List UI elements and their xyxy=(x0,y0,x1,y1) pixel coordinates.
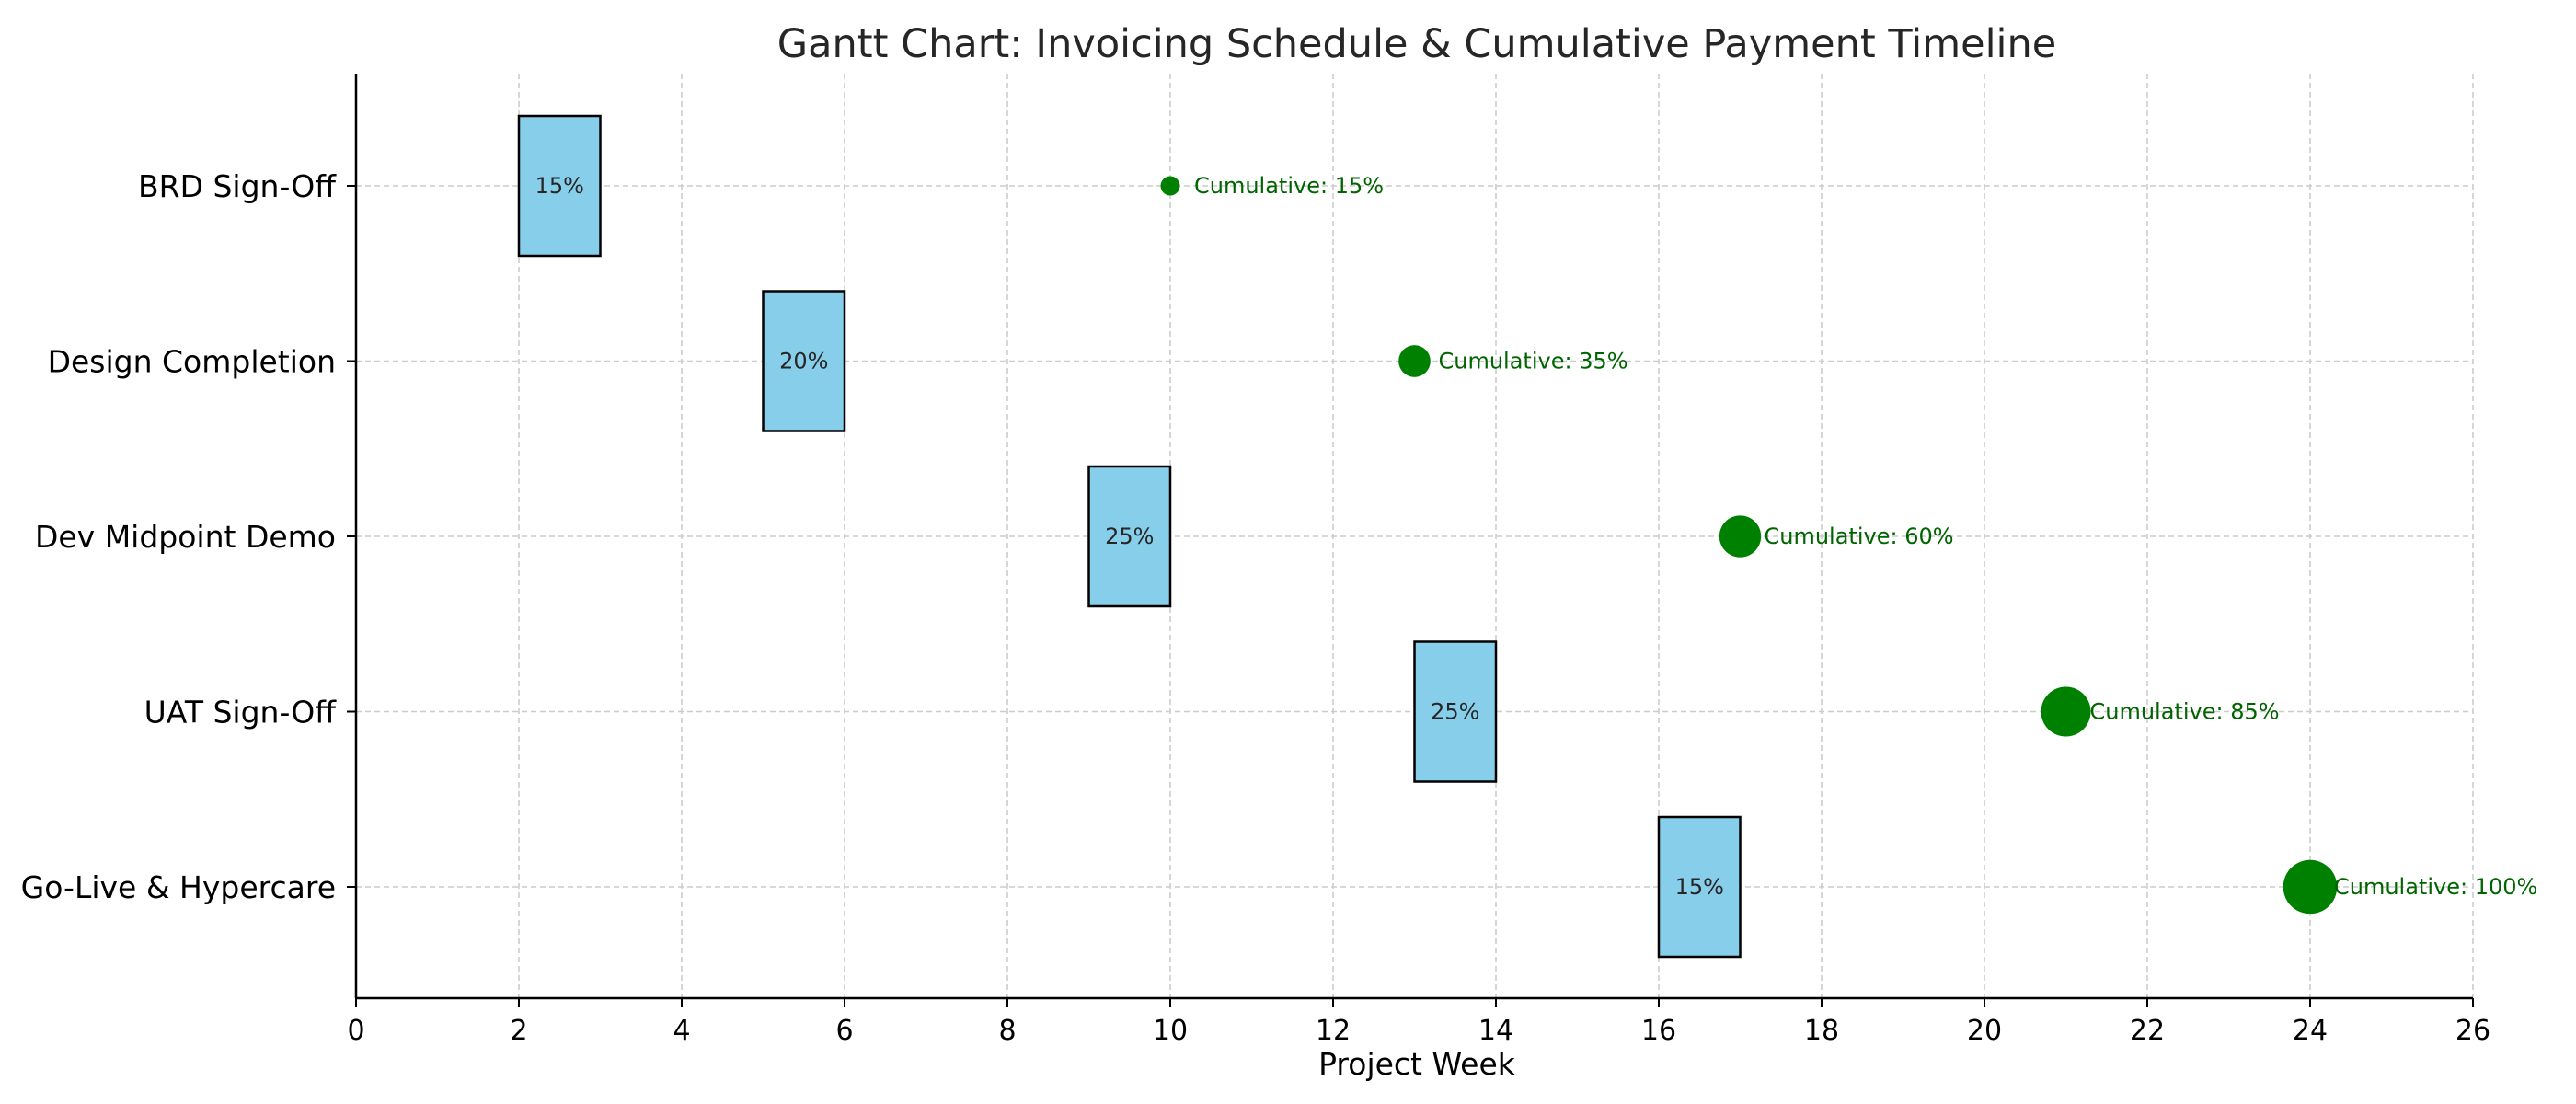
x-tick-label: 4 xyxy=(673,1015,690,1047)
cumulative-label: Cumulative: 35% xyxy=(1439,349,1628,374)
y-tick-label: Design Completion xyxy=(48,344,336,380)
y-tick-label: Go-Live & Hypercare xyxy=(21,869,336,905)
cumulative-label: Cumulative: 85% xyxy=(2090,699,2280,725)
cumulative-bubble xyxy=(1719,515,1762,558)
cumulative-label: Cumulative: 60% xyxy=(1765,523,1954,549)
gantt-bar xyxy=(1413,640,1498,783)
bars-layer: 15% 20% 25% 25% 15% xyxy=(517,114,1742,959)
x-tick-label: 16 xyxy=(1641,1015,1676,1047)
x-tick-label: 14 xyxy=(1478,1015,1513,1047)
cumulative-label: Cumulative: 15% xyxy=(1194,173,1384,199)
chart-title: Gantt Chart: Invoicing Schedule & Cumula… xyxy=(777,21,2056,67)
cumulative-bubble xyxy=(1398,345,1431,377)
cumulative-bubble xyxy=(2283,859,2338,914)
x-tick-label: 0 xyxy=(347,1015,364,1047)
bar-percent-label: 20% xyxy=(779,349,828,374)
bar-percent-label: 15% xyxy=(535,173,584,199)
x-tick-label: 2 xyxy=(510,1015,527,1047)
cumulative-label: Cumulative: 100% xyxy=(2334,874,2537,900)
gantt-bar xyxy=(1657,815,1742,959)
x-tick-label: 8 xyxy=(998,1015,1016,1047)
x-tick-label: 18 xyxy=(1804,1015,1839,1047)
gantt-bar xyxy=(517,114,602,258)
x-axis-label: Project Week xyxy=(1318,1046,1516,1082)
cumulative-bubble xyxy=(2041,686,2091,737)
cumulative-bubble xyxy=(1160,176,1180,196)
y-tick-label: UAT Sign-Off xyxy=(144,695,338,730)
bubbles-layer: Cumulative: 15% Cumulative: 35% Cumulative… xyxy=(1160,173,2537,914)
x-tick-label: 12 xyxy=(1316,1015,1351,1047)
x-tick-label: 10 xyxy=(1153,1015,1188,1047)
x-tick-label: 20 xyxy=(1967,1015,2002,1047)
y-tick-label: Dev Midpoint Demo xyxy=(35,519,336,555)
gantt-bar xyxy=(762,290,846,432)
x-tick-label: 24 xyxy=(2293,1015,2328,1047)
gantt-bar xyxy=(1087,465,1172,608)
x-tick-label: 22 xyxy=(2130,1015,2165,1047)
bar-percent-label: 25% xyxy=(1431,699,1479,725)
x-tick-label: 26 xyxy=(2455,1015,2490,1047)
x-tick-label: 6 xyxy=(835,1015,853,1047)
bar-percent-label: 25% xyxy=(1105,523,1154,549)
bar-percent-label: 15% xyxy=(1675,874,1724,900)
grid-layer xyxy=(355,74,2474,998)
y-tick-label: BRD Sign-Off xyxy=(138,168,337,204)
